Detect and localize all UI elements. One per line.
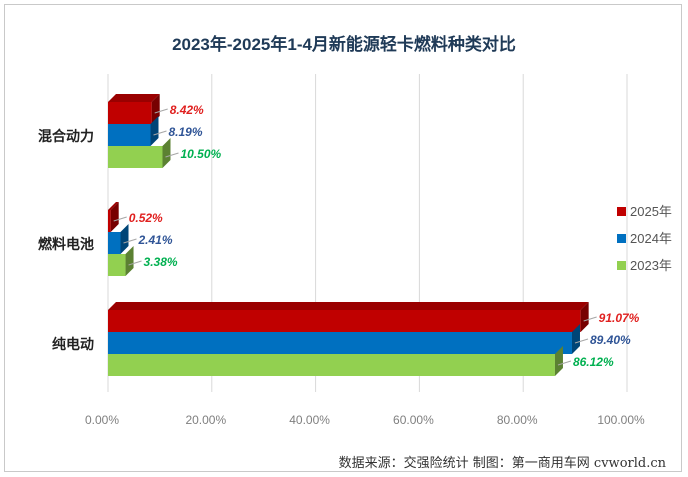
bar [108,202,119,232]
bar [108,116,159,146]
bar-front-face [108,332,572,354]
data-label: 89.40% [590,333,631,347]
bar-front-face [108,124,151,146]
bar-top-face [108,94,160,102]
bar-top-face [108,302,589,310]
source-note: 数据来源：交强险统计 制图：第一商用车网 cvworld.cn [339,455,667,471]
category-label: 燃料电池 [38,236,94,253]
bar [108,324,580,354]
bar-side-face [125,246,134,276]
legend-swatch [617,207,626,216]
bar-front-face [108,310,581,332]
bar-side-face [571,324,580,354]
x-tick-label: 0.00% [85,413,119,427]
bar [108,346,563,376]
label-leader [123,238,137,244]
bar [108,246,134,276]
bar-top-face [108,202,119,210]
data-label: 10.50% [180,147,221,161]
data-label: 0.52% [129,211,163,225]
legend-label: 2024年 [630,231,672,246]
x-tick-label: 100.00% [597,413,645,427]
label-leader [574,338,589,344]
bar-side-face [120,224,129,254]
bar-front-face [108,232,121,254]
category-label: 纯电动 [52,336,94,353]
chart-title: 2023年-2025年1-4月新能源轻卡燃料种类对比 [172,34,516,54]
bar [108,94,160,124]
bars [108,94,589,376]
data-label: 8.19% [169,125,203,139]
legend-item: 2024年 [617,231,672,246]
legend: 2025年 2024年 2023年 [617,204,672,273]
label-leader [153,130,167,136]
label-leader [165,152,179,158]
label-leader [128,260,142,266]
legend-item: 2025年 [617,204,672,219]
data-label: 8.42% [170,103,204,117]
bar [108,302,589,332]
data-label: 91.07% [599,311,640,325]
x-tick-label: 60.00% [393,413,434,427]
x-tick-label: 40.00% [289,413,330,427]
label-leader [557,360,572,366]
bar-front-face [108,254,126,276]
bar [108,224,129,254]
bar-front-face [108,354,555,376]
bar-front-face [108,102,152,124]
bar-side-face [162,138,171,168]
legend-swatch [617,234,626,243]
data-label: 86.12% [573,355,614,369]
label-leader [113,216,127,222]
bar-front-face [108,210,111,232]
label-leader [583,316,597,322]
bar [108,138,171,168]
bar-side-face [554,346,563,376]
x-tick-label: 80.00% [497,413,538,427]
label-leader [154,108,168,114]
data-labels: 8.42% 8.19% 10.50% 0.52% 2.41% 3.38% 91.07% 89.… [113,103,640,369]
bar-side-face [580,302,589,332]
bar-side-face [110,202,119,232]
legend-label: 2025年 [630,204,672,219]
category-label: 混合动力 [38,128,94,145]
legend-swatch [617,261,626,270]
bar-side-face [150,116,159,146]
bar-front-face [108,146,163,168]
x-tick-label: 20.00% [185,413,226,427]
legend-label: 2023年 [630,258,672,273]
bar-side-face [151,94,160,124]
x-axis-ticks: 0.00% 20.00% 40.00% 60.00% 80.00% 100.00% [85,413,645,427]
data-label: 3.38% [144,255,178,269]
legend-item: 2023年 [617,258,672,273]
data-label: 2.41% [138,233,173,247]
